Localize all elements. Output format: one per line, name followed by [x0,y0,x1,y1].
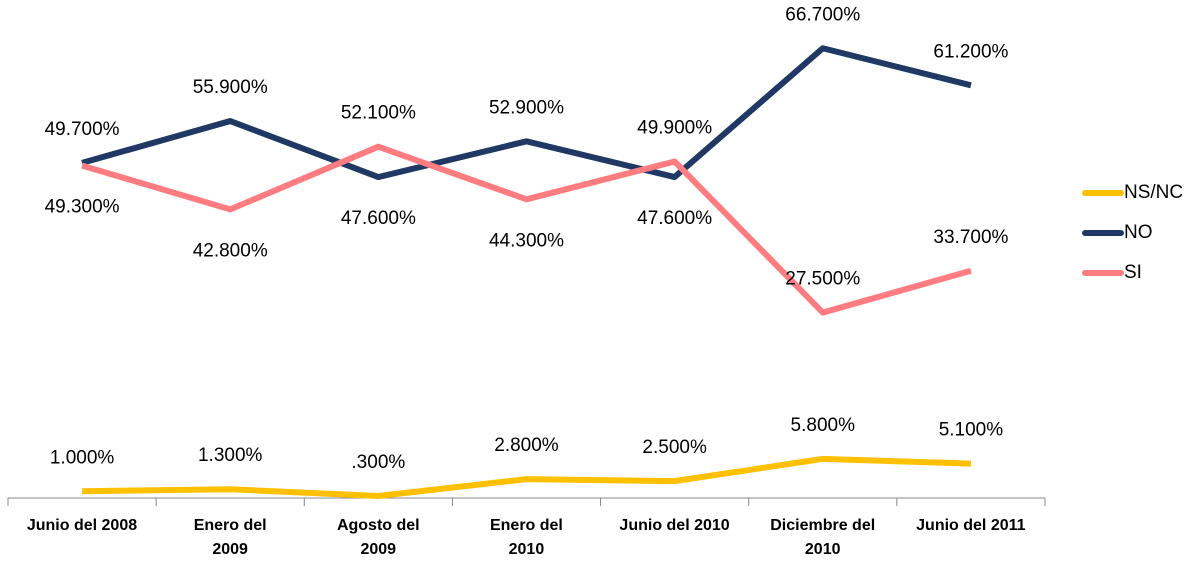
data-label: 1.300% [198,445,263,466]
x-tick-label: Junio del 2008 [26,517,138,534]
x-tick-label: Junio del 2010 [619,517,730,534]
series-line [81,143,972,316]
legend-label: NS/NC [1124,182,1183,203]
data-label: 1.000% [50,447,115,468]
series-line [82,455,972,499]
data-label: 5.800% [791,415,856,436]
x-tick-label: Diciembre del 2010 [770,517,876,558]
data-label: 33.700% [933,227,1008,248]
x-tick-label: Enero del 2009 [193,517,267,558]
data-label: 52.900% [489,97,564,118]
data-label: 27.500% [785,269,860,290]
data-label: 49.700% [45,119,120,140]
data-label: 49.900% [637,118,712,139]
series-line [81,45,972,181]
data-label: 47.600% [637,208,712,229]
data-label: 49.300% [45,197,120,218]
x-tick-label: Enero del 2010 [489,517,563,558]
data-label: 42.800% [193,240,268,261]
data-label: .300% [351,452,405,473]
data-label: 66.700% [785,4,860,25]
x-tick-label: Junio del 2011 [916,517,1026,534]
data-label: 47.600% [341,208,416,229]
data-label: 5.100% [939,420,1004,441]
data-label: 2.500% [642,437,707,458]
legend-label: NO [1124,222,1153,243]
legend-label: SI [1124,262,1142,283]
data-label: 2.800% [494,435,559,456]
data-label: 52.100% [341,103,416,124]
data-label: 55.900% [193,77,268,98]
data-label: 61.200% [933,41,1008,62]
x-tick-label: Agosto del 2009 [336,517,420,558]
data-label: 44.300% [489,230,564,251]
